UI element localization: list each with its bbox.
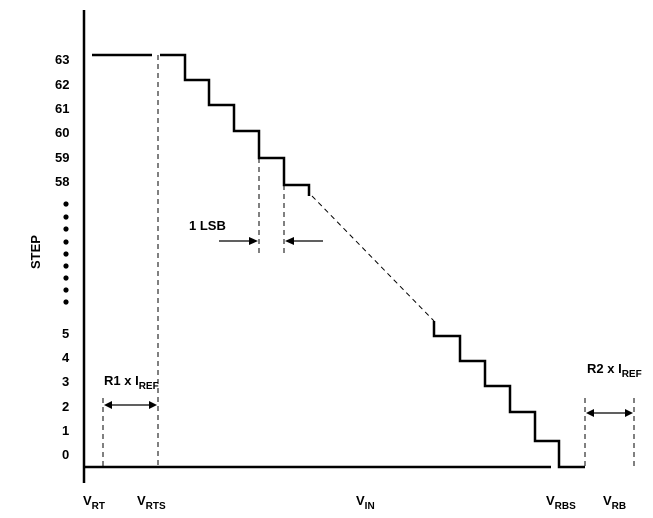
r2-double-arrow <box>586 409 633 417</box>
y-tick-3: 3 <box>62 374 69 389</box>
r2-iref-label: R2 x IREF <box>587 361 642 380</box>
x-label-vin-sub: IN <box>365 501 375 512</box>
y-tick-0: 0 <box>62 447 69 462</box>
r2-iref-sub: REF <box>622 369 642 380</box>
y-tick-2: 2 <box>62 399 69 414</box>
y-tick-4: 4 <box>62 350 70 365</box>
y-tick-61: 61 <box>55 101 69 116</box>
x-label-vin-main: V <box>356 493 365 508</box>
x-label-vrb: VRB <box>603 493 626 512</box>
r1-iref-main: R1 x I <box>104 373 139 388</box>
x-label-vin: VIN <box>356 493 375 512</box>
x-label-vrb-main: V <box>603 493 612 508</box>
x-label-vrts-sub: RTS <box>146 501 166 512</box>
y-tick-58: 58 <box>55 174 69 189</box>
ellipsis-dots <box>63 201 69 305</box>
y-tick-59: 59 <box>55 150 69 165</box>
lsb-label: 1 LSB <box>189 218 226 233</box>
x-label-vrts: VRTS <box>137 493 166 512</box>
lower-staircase <box>432 321 585 469</box>
r1-double-arrow <box>104 401 157 409</box>
x-label-vrbs-main: V <box>546 493 555 508</box>
y-tick-63: 63 <box>55 52 69 67</box>
y-tick-5: 5 <box>62 326 69 341</box>
y-tick-62: 62 <box>55 77 69 92</box>
upper-staircase <box>160 53 311 196</box>
x-label-vrb-sub: RB <box>612 501 626 512</box>
x-label-vrbs-sub: RBS <box>555 501 576 512</box>
r2-iref-main: R2 x I <box>587 361 622 376</box>
x-label-vrt-main: V <box>83 493 92 508</box>
lsb-right-arrow <box>285 237 323 245</box>
x-label-vrbs: VRBS <box>546 493 576 512</box>
y-tick-60: 60 <box>55 125 69 140</box>
y-axis-title: STEP <box>28 235 43 269</box>
lsb-left-arrow <box>219 237 258 245</box>
interpolation-dashed-line <box>311 195 435 322</box>
x-label-vrt-sub: RT <box>92 501 105 512</box>
r1-iref-sub: REF <box>139 381 159 392</box>
y-tick-1: 1 <box>62 423 69 438</box>
r1-iref-label: R1 x IREF <box>104 373 159 392</box>
x-label-vrts-main: V <box>137 493 146 508</box>
x-label-vrt: VRT <box>83 493 105 512</box>
